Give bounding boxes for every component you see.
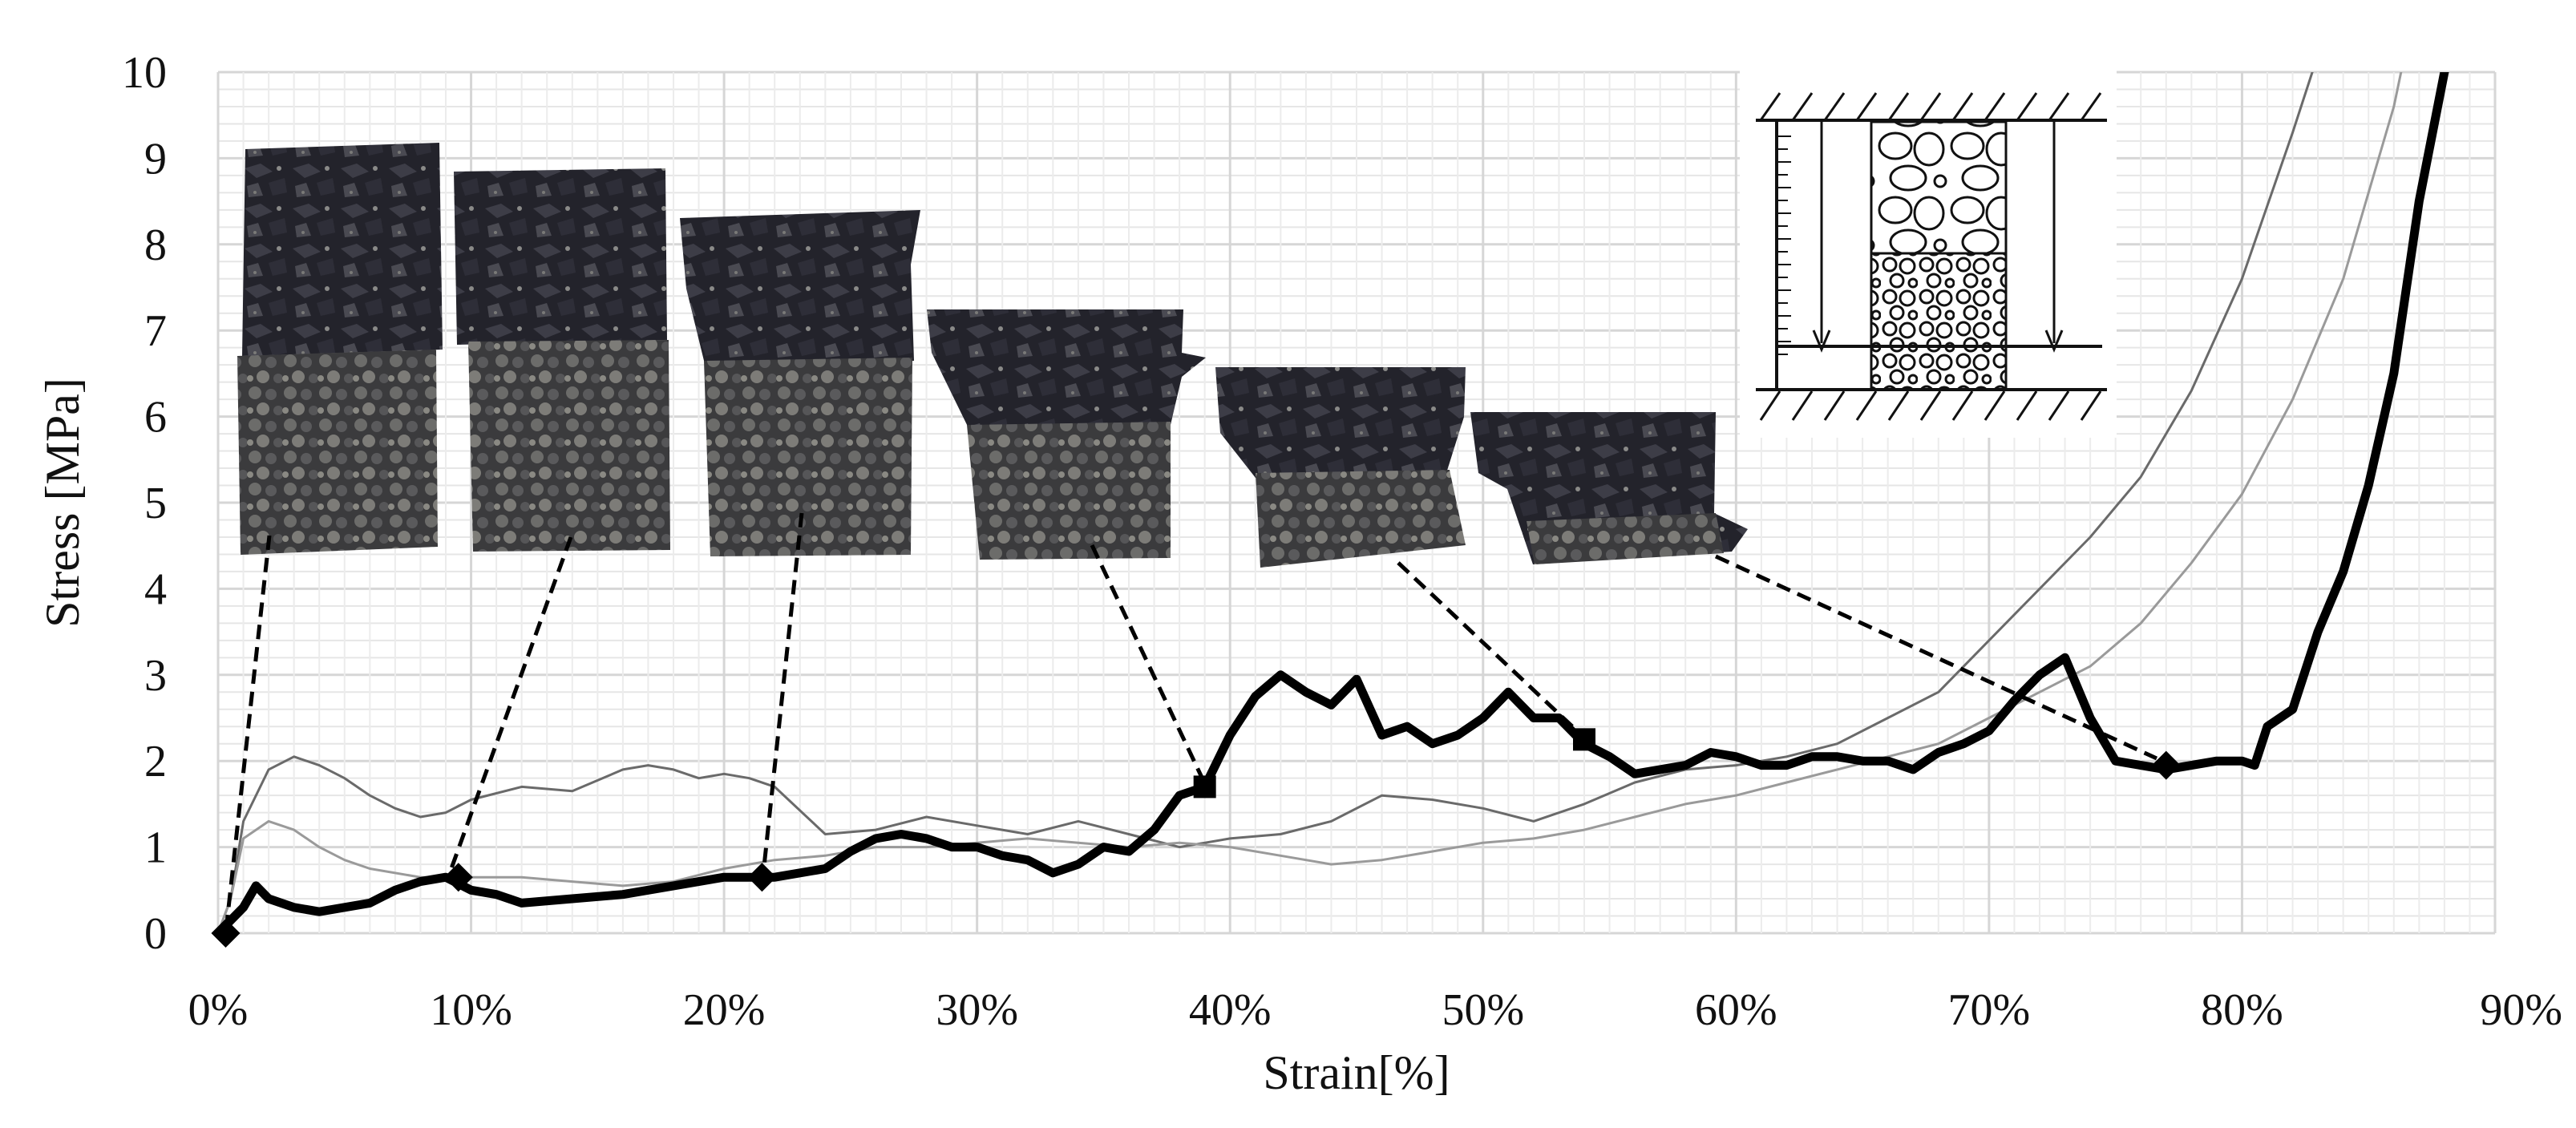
data-marker-diamond [443,863,473,892]
y-axis-label: Stress [MPa] [36,378,89,628]
data-marker-diamond [2151,750,2181,780]
x-tick-label: 80% [2201,985,2283,1035]
y-tick-label: 5 [144,479,167,528]
data-marker-square [1193,775,1216,798]
leader-lines [224,512,2158,931]
y-tick-label: 4 [144,564,167,614]
y-tick-label: 10 [122,48,167,98]
y-axis-ticks: 0 1 2 3 4 5 6 7 8 9 10 [122,48,167,959]
y-tick-label: 9 [144,134,167,184]
x-tick-label: 10% [430,985,512,1035]
y-tick-label: 8 [144,220,167,270]
x-tick-label: 30% [936,985,1018,1035]
specimen-photo-1 [237,143,443,555]
x-tick-label: 20% [683,985,766,1035]
specimen-photo-5 [1215,367,1466,568]
x-tick-label: 70% [1948,985,2031,1035]
data-marker-square [1573,728,1595,751]
data-marker-diamond [211,919,241,948]
x-axis-ticks: 0% 10% 20% 30% 40% 50% 60% 70% 80% 90% [188,985,2562,1035]
leader-line-5 [1397,561,1587,741]
data-marker-diamond [747,863,777,892]
specimen-photos [237,143,1748,568]
x-tick-label: 50% [1442,985,1524,1035]
y-tick-label: 1 [144,823,167,873]
x-tick-label: 0% [188,985,249,1035]
marker-layer [211,728,2181,948]
leader-line-3 [761,512,804,875]
x-tick-label: 60% [1695,985,1777,1035]
x-axis-label: Strain[%] [1263,1046,1450,1099]
specimen-photo-3 [680,210,920,556]
specimen-photo-6 [1470,412,1748,564]
series-line-thin-gray [218,72,2314,933]
specimen-photo-4 [927,309,1206,560]
x-tick-label: 40% [1189,985,1272,1035]
leader-line-2 [448,536,573,871]
y-tick-label: 7 [144,306,167,356]
leader-line-6 [1714,554,2158,761]
compression-apparatus-icon [1740,69,2117,438]
specimen-photo-2 [454,168,670,552]
y-tick-label: 3 [144,651,167,701]
y-tick-label: 0 [144,909,167,959]
y-tick-label: 2 [144,737,167,786]
y-tick-label: 6 [144,393,167,443]
x-tick-label: 90% [2480,985,2562,1035]
